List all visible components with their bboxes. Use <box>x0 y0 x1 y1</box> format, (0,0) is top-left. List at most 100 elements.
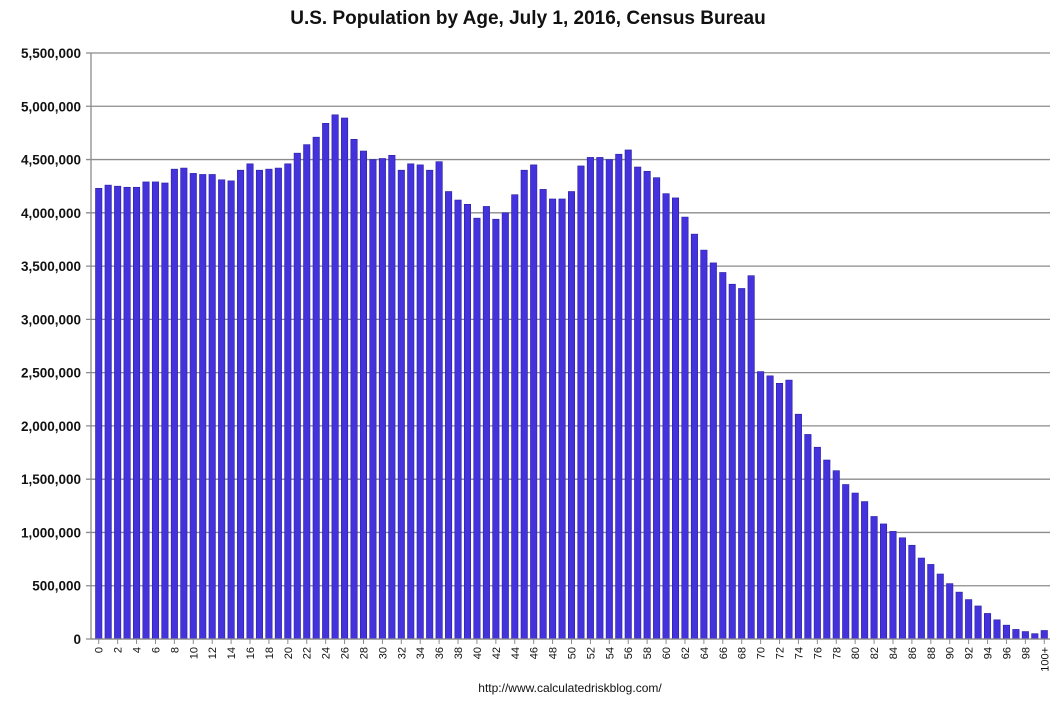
bar-age-67 <box>728 283 736 640</box>
bar-age-60 <box>662 193 670 640</box>
bar-age-15 <box>237 169 245 640</box>
y-tick-label: 5,000,000 <box>21 99 81 114</box>
x-tick-label: 52 <box>585 647 597 659</box>
bar-age-99 <box>1031 633 1039 640</box>
bar-age-12 <box>208 174 216 640</box>
x-tick-label: 66 <box>718 647 730 659</box>
x-tick-label: 62 <box>680 647 692 659</box>
x-tick-label: 20 <box>283 647 295 659</box>
x-tick-label: 76 <box>812 647 824 659</box>
bar-age-81 <box>861 501 869 640</box>
bar-age-50 <box>567 191 576 640</box>
bar-age-34 <box>416 164 424 640</box>
bar-age-64 <box>700 249 708 640</box>
chart-title: U.S. Population by Age, July 1, 2016, Ce… <box>290 8 766 29</box>
bar-age-21 <box>293 152 301 640</box>
bar-age-25 <box>331 114 339 640</box>
bar-age-40 <box>473 217 481 640</box>
x-tick-label: 72 <box>775 647 787 659</box>
x-tick-label: 22 <box>302 647 314 659</box>
bar-age-9 <box>180 167 188 640</box>
x-tick-label: 6 <box>150 647 162 653</box>
bar-age-42 <box>492 218 500 640</box>
bar-age-79 <box>842 484 850 640</box>
bar-age-75 <box>804 434 812 640</box>
bar-age-73 <box>785 379 793 640</box>
bar-age-31 <box>388 154 396 640</box>
x-tick-label: 40 <box>472 647 484 659</box>
bar-age-24 <box>322 123 330 640</box>
bar-age-4 <box>133 186 141 640</box>
x-tick-label: 70 <box>756 647 768 659</box>
x-tick-label: 28 <box>358 647 370 659</box>
x-tick-label: 38 <box>453 647 465 659</box>
bar-age-86 <box>908 544 916 640</box>
x-tick-label: 96 <box>1001 647 1013 659</box>
bar-age-89 <box>936 573 944 640</box>
y-tick-label: 4,000,000 <box>21 206 81 221</box>
y-tick-label: 4,500,000 <box>21 153 81 168</box>
bar-age-76 <box>813 446 821 640</box>
x-tick-label: 2 <box>113 647 125 653</box>
bar-age-30 <box>378 158 386 640</box>
bar-age-36 <box>435 161 443 640</box>
bar-age-66 <box>719 272 727 640</box>
bar-age-77 <box>823 459 831 640</box>
y-tick-label: 0 <box>73 632 81 647</box>
bar-age-98 <box>1021 631 1029 640</box>
x-tick-label: 4 <box>132 647 144 653</box>
x-tick-label: 86 <box>907 647 919 659</box>
x-tick-label: 26 <box>340 647 352 659</box>
bar-age-23 <box>312 136 320 640</box>
x-tick-label: 58 <box>642 647 654 659</box>
x-tick-label: 14 <box>226 647 238 659</box>
x-tick-label: 98 <box>1020 647 1032 659</box>
bar-age-61 <box>671 197 680 640</box>
bar-age-20 <box>284 163 292 640</box>
bar-age-49 <box>558 198 566 640</box>
x-tick-label: 16 <box>245 647 257 659</box>
bar-age-51 <box>577 165 585 640</box>
bar-age-72 <box>776 382 784 640</box>
bar-age-80 <box>851 492 859 640</box>
x-tick-label: 88 <box>926 647 938 659</box>
bar-age-38 <box>454 199 462 640</box>
bar-age-97 <box>1012 629 1020 640</box>
bar-age-69 <box>747 275 755 640</box>
bar-age-29 <box>369 159 377 640</box>
bar-age-8 <box>170 168 178 640</box>
bar-age-53 <box>596 157 604 640</box>
bar-age-26 <box>341 117 349 640</box>
bar-age-17 <box>255 169 263 640</box>
bar-age-37 <box>445 191 453 640</box>
x-tick-label: 32 <box>396 647 408 659</box>
bar-age-88 <box>927 564 935 640</box>
source-url: http://www.calculatedriskblog.com/ <box>478 681 662 695</box>
bar-age-90 <box>946 583 954 640</box>
x-tick-label: 46 <box>529 647 541 659</box>
bar-age-45 <box>520 169 528 640</box>
bar-age-63 <box>690 233 698 640</box>
bar-age-10 <box>189 173 197 640</box>
bar-age-48 <box>549 198 557 640</box>
x-tick-label: 24 <box>321 647 333 659</box>
x-tick-label: 44 <box>510 647 522 659</box>
bar-age-27 <box>350 139 358 640</box>
bar-age-32 <box>397 169 405 640</box>
bar-age-78 <box>832 470 840 640</box>
bar-age-16 <box>246 163 254 640</box>
bar-age-41 <box>482 206 490 640</box>
bar-age-11 <box>199 174 207 640</box>
x-tick-label: 50 <box>567 647 579 659</box>
bar-age-93 <box>974 605 982 640</box>
x-tick-label: 92 <box>964 647 976 659</box>
bar-age-94 <box>984 613 992 640</box>
bar-age-92 <box>965 599 973 640</box>
bar-age-56 <box>624 149 632 640</box>
bar-age-100+ <box>1040 630 1048 640</box>
bar-age-35 <box>426 169 434 640</box>
x-tick-label: 84 <box>888 647 900 659</box>
y-tick-label: 1,000,000 <box>21 525 81 540</box>
bar-age-7 <box>161 182 169 640</box>
bar-age-5 <box>142 181 150 640</box>
